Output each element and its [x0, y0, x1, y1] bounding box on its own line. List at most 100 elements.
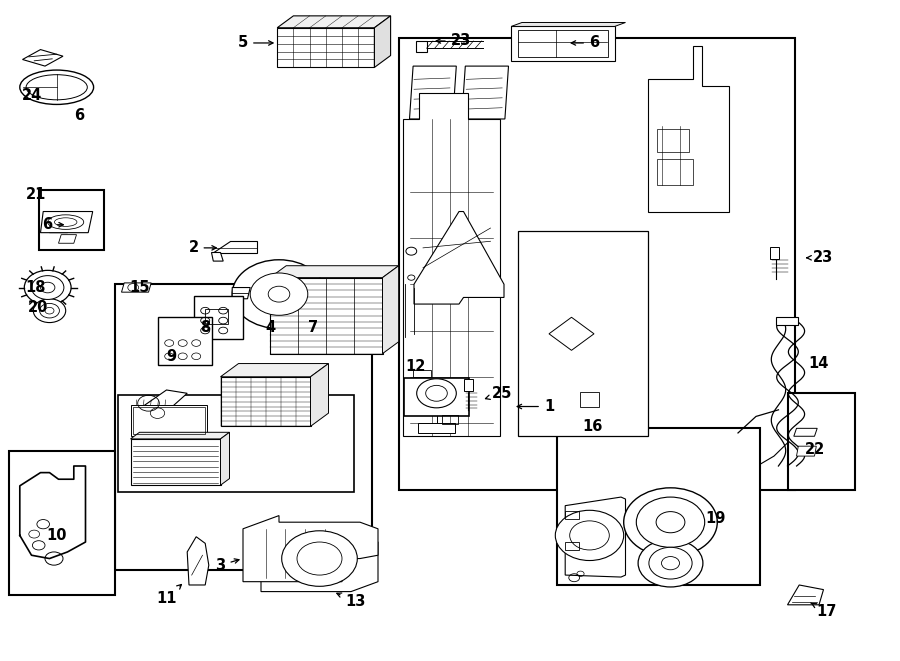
Ellipse shape — [20, 70, 94, 104]
Text: 5: 5 — [238, 36, 273, 50]
Circle shape — [636, 497, 705, 547]
Text: 9: 9 — [166, 350, 176, 364]
Text: 15: 15 — [130, 280, 149, 295]
Bar — [657, 159, 693, 185]
Text: 3: 3 — [215, 558, 239, 572]
Polygon shape — [414, 212, 504, 304]
Polygon shape — [796, 446, 816, 456]
Bar — [770, 247, 779, 259]
Circle shape — [40, 303, 59, 318]
Polygon shape — [187, 537, 209, 585]
Polygon shape — [122, 283, 151, 292]
Text: 6: 6 — [572, 36, 599, 50]
Polygon shape — [788, 585, 824, 605]
Circle shape — [250, 273, 308, 315]
Bar — [657, 129, 688, 152]
Bar — [413, 370, 431, 377]
Polygon shape — [232, 288, 250, 299]
Text: 23: 23 — [807, 251, 833, 265]
Bar — [39, 190, 104, 250]
Circle shape — [649, 547, 692, 579]
Text: 24: 24 — [22, 89, 41, 103]
Text: 7: 7 — [308, 320, 319, 334]
Bar — [118, 395, 354, 492]
Text: 1: 1 — [518, 399, 554, 414]
Bar — [565, 511, 579, 519]
Circle shape — [32, 276, 64, 299]
Bar — [518, 30, 608, 57]
Bar — [205, 309, 228, 324]
Bar — [416, 41, 427, 52]
Text: 23: 23 — [436, 34, 471, 48]
Bar — [557, 428, 760, 585]
Text: 11: 11 — [157, 584, 182, 605]
Polygon shape — [382, 266, 399, 354]
Bar — [9, 451, 115, 595]
Polygon shape — [511, 22, 625, 26]
Circle shape — [232, 260, 326, 329]
Bar — [270, 278, 382, 354]
Circle shape — [624, 488, 717, 557]
Text: 6: 6 — [41, 217, 63, 232]
Polygon shape — [277, 16, 391, 28]
Text: 16: 16 — [582, 419, 602, 434]
Bar — [511, 26, 615, 61]
Text: 8: 8 — [200, 320, 211, 334]
Polygon shape — [648, 46, 729, 212]
Text: 10: 10 — [47, 528, 67, 543]
Polygon shape — [518, 231, 648, 436]
Bar — [565, 542, 579, 550]
Circle shape — [282, 531, 357, 586]
Bar — [130, 405, 207, 436]
Polygon shape — [212, 241, 256, 253]
Text: 19: 19 — [706, 512, 725, 526]
Polygon shape — [130, 432, 230, 439]
Polygon shape — [220, 432, 230, 485]
Text: 20: 20 — [28, 300, 48, 315]
Text: 4: 4 — [265, 320, 275, 334]
Bar — [464, 379, 472, 391]
Circle shape — [638, 539, 703, 587]
Bar — [404, 378, 469, 416]
Circle shape — [417, 379, 456, 408]
Polygon shape — [212, 253, 223, 261]
Bar — [130, 439, 220, 485]
Bar — [580, 392, 599, 407]
Polygon shape — [462, 66, 508, 119]
Polygon shape — [410, 66, 456, 119]
Text: 22: 22 — [805, 442, 824, 457]
Bar — [399, 38, 795, 490]
Bar — [788, 393, 855, 490]
Polygon shape — [22, 50, 63, 66]
Text: 25: 25 — [485, 386, 512, 401]
Text: 12: 12 — [406, 360, 426, 374]
Polygon shape — [133, 390, 187, 420]
Text: 13: 13 — [337, 593, 365, 609]
Bar — [158, 317, 212, 365]
Bar — [115, 284, 372, 570]
Polygon shape — [565, 497, 626, 577]
Text: 21: 21 — [26, 188, 46, 202]
Polygon shape — [220, 364, 328, 377]
Text: 14: 14 — [809, 356, 829, 371]
Circle shape — [555, 510, 624, 561]
Text: 2: 2 — [188, 241, 216, 255]
Polygon shape — [40, 212, 93, 233]
Circle shape — [24, 270, 71, 305]
Bar — [133, 407, 205, 434]
Polygon shape — [374, 16, 391, 67]
Polygon shape — [310, 364, 328, 426]
Bar — [418, 423, 455, 433]
Bar — [194, 296, 243, 339]
Bar — [277, 28, 374, 67]
Bar — [776, 317, 798, 325]
Polygon shape — [243, 516, 378, 582]
Polygon shape — [403, 93, 500, 436]
Polygon shape — [261, 529, 378, 592]
Polygon shape — [794, 428, 817, 436]
Bar — [442, 415, 458, 424]
Polygon shape — [270, 266, 399, 278]
Text: 18: 18 — [26, 280, 46, 295]
Bar — [220, 377, 310, 426]
Text: 17: 17 — [811, 603, 836, 619]
